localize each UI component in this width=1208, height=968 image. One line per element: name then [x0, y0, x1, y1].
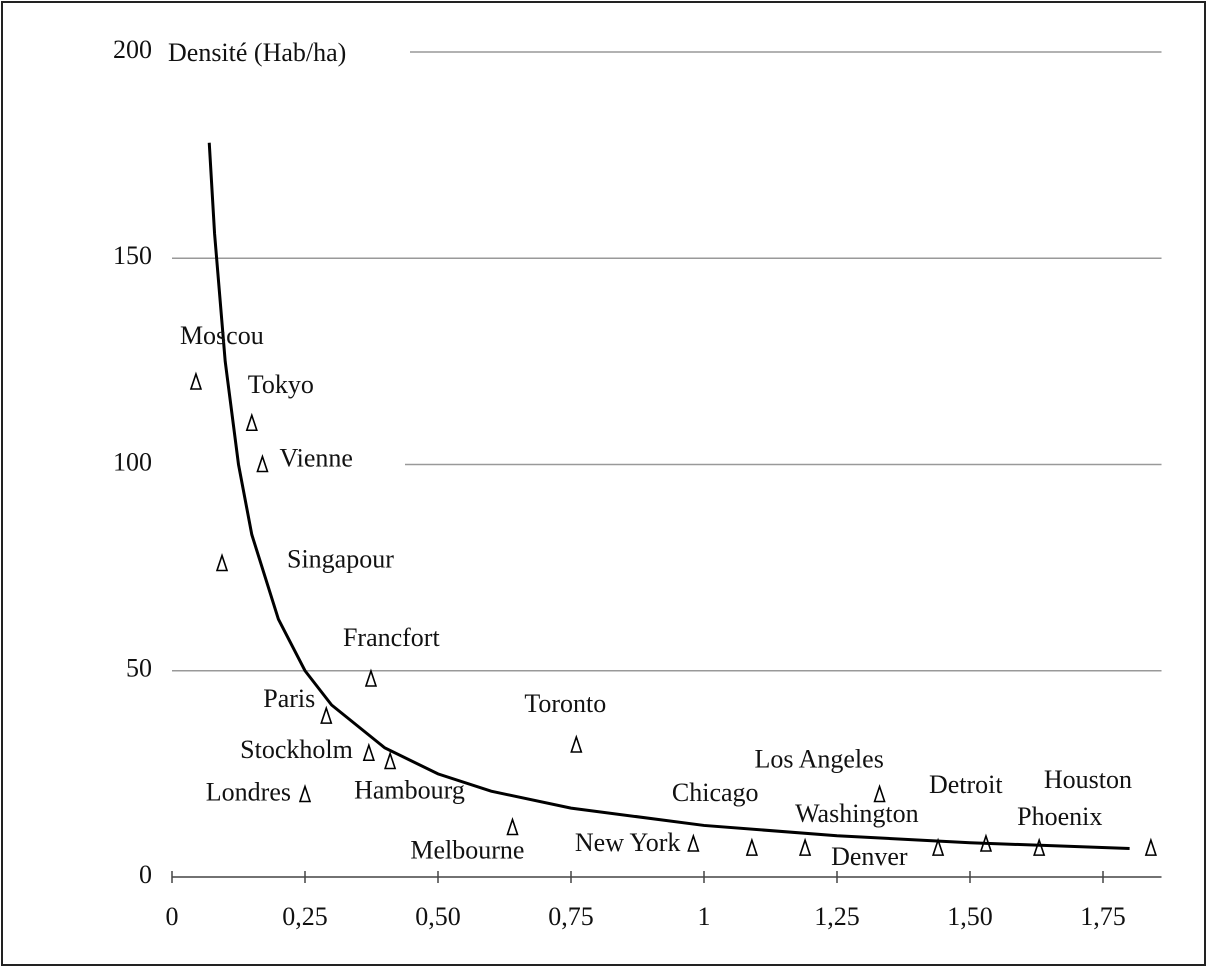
x-tick-label: 1,50: [947, 902, 993, 931]
point-label: Londres: [206, 777, 291, 806]
point: [189, 371, 203, 390]
x-tick-label: 1: [698, 902, 711, 931]
point: [798, 837, 812, 856]
point-label: Melbourne: [410, 835, 524, 864]
point: [1144, 837, 1157, 856]
x-tick-label: 1,75: [1080, 902, 1126, 931]
point-label: Toronto: [524, 689, 606, 718]
point: [245, 412, 258, 432]
point: [979, 833, 993, 852]
x-tick-label: 0,50: [415, 902, 461, 931]
y-tick-label: 50: [126, 654, 152, 683]
x-tick-label: 0,75: [548, 902, 594, 931]
y-tick-label: 200: [113, 35, 152, 64]
fit-curve: [207, 142, 1130, 851]
x-tick-label: 0: [166, 902, 179, 931]
point-label: Tokyo: [248, 370, 314, 399]
point: [384, 750, 397, 770]
point-label: Moscou: [180, 321, 264, 350]
point-label: Phoenix: [1017, 802, 1102, 831]
point-label: Francfort: [343, 623, 441, 652]
point: [931, 837, 945, 856]
point: [506, 816, 519, 836]
point-label: Singapour: [287, 544, 394, 573]
point: [362, 742, 375, 762]
x-tick-label: 0,25: [282, 902, 328, 931]
point-label: Denver: [831, 842, 908, 871]
point-label: Hambourg: [354, 775, 465, 804]
x-tick-label: 1,25: [814, 902, 860, 931]
point-label: Vienne: [279, 443, 353, 472]
y-axis-title: Densité (Hab/ha): [168, 38, 346, 67]
point: [215, 552, 229, 572]
point-label: New York: [575, 828, 680, 857]
point-label: Washington: [795, 799, 919, 828]
point-label: Chicago: [672, 778, 759, 807]
point-label: Paris: [263, 684, 315, 713]
point: [364, 668, 378, 687]
point: [745, 837, 758, 856]
point: [873, 783, 886, 803]
point-label: Los Angeles: [755, 744, 884, 773]
point: [570, 734, 583, 753]
point: [320, 705, 333, 724]
point-label: Houston: [1044, 765, 1132, 794]
point: [1033, 837, 1046, 856]
y-tick-label: 0: [139, 860, 152, 889]
point-label: Detroit: [929, 770, 1003, 799]
point: [256, 453, 269, 473]
point-label: Stockholm: [240, 735, 353, 764]
point: [298, 783, 312, 803]
y-tick-label: 100: [113, 447, 152, 476]
point: [687, 833, 700, 852]
y-tick-label: 150: [113, 241, 152, 270]
